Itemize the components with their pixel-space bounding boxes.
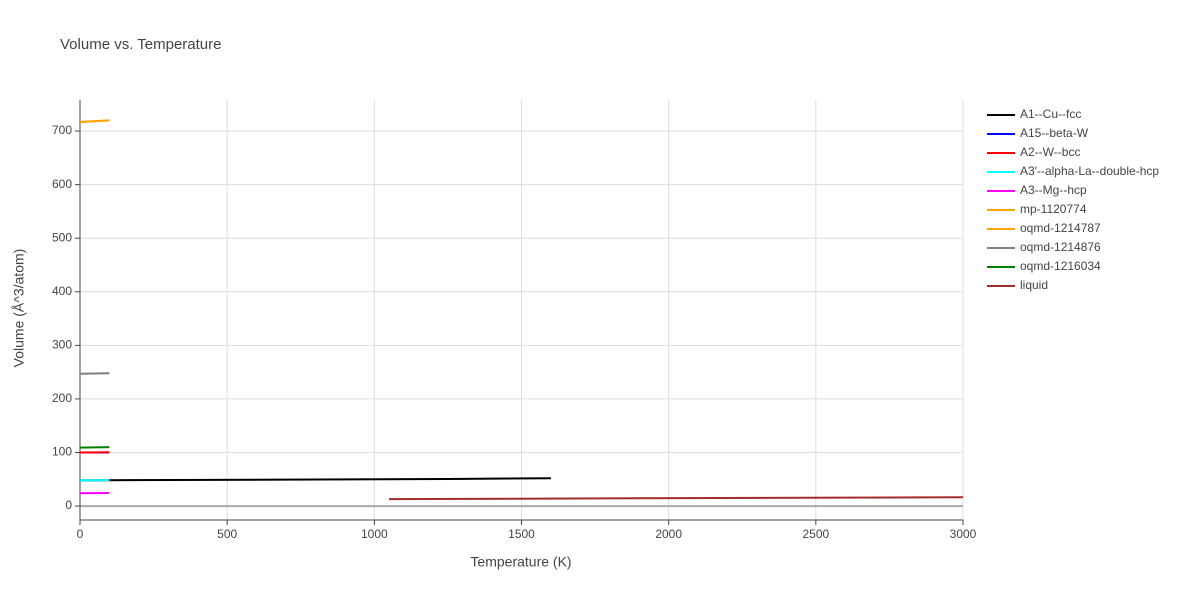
y-tick-label: 300 (52, 338, 72, 352)
series-line (79, 372, 110, 375)
x-tick-label: 3000 (950, 527, 977, 541)
x-tick-label: 0 (77, 527, 84, 541)
legend-label: oqmd-1214787 (1020, 221, 1101, 235)
x-tick-label: 2000 (655, 527, 682, 541)
y-tick-label: 400 (52, 284, 72, 298)
series-line (389, 496, 964, 501)
legend-label: liquid (1020, 278, 1048, 292)
legend-label: mp-1120774 (1020, 202, 1087, 216)
y-tick-label: 0 (65, 498, 72, 512)
x-tick-label: 2500 (802, 527, 829, 541)
y-tick-label: 100 (52, 445, 72, 459)
x-tick-label: 1500 (508, 527, 535, 541)
series-line (79, 446, 110, 449)
y-axis-title: Volume (Å^3/atom) (11, 249, 27, 368)
series-line (79, 119, 110, 123)
legend-label: A3--Mg--hcp (1020, 183, 1087, 197)
legend-label: A2--W--bcc (1020, 145, 1080, 159)
legend-label: A1--Cu--fcc (1020, 107, 1081, 121)
y-tick-label: 700 (52, 123, 72, 137)
x-tick-label: 1000 (361, 527, 388, 541)
y-tick-label: 200 (52, 391, 72, 405)
legend-label: A3'--alpha-La--double-hcp (1020, 164, 1159, 178)
y-tick-label: 600 (52, 177, 72, 191)
legend-label: A15--beta-W (1020, 126, 1089, 140)
legend-label: oqmd-1216034 (1020, 259, 1101, 273)
series-line (79, 477, 551, 482)
chart-title: Volume vs. Temperature (60, 36, 221, 53)
x-axis-title: Temperature (K) (470, 554, 571, 570)
x-tick-label: 500 (217, 527, 237, 541)
legend-label: oqmd-1214876 (1020, 240, 1101, 254)
y-tick-label: 500 (52, 230, 72, 244)
